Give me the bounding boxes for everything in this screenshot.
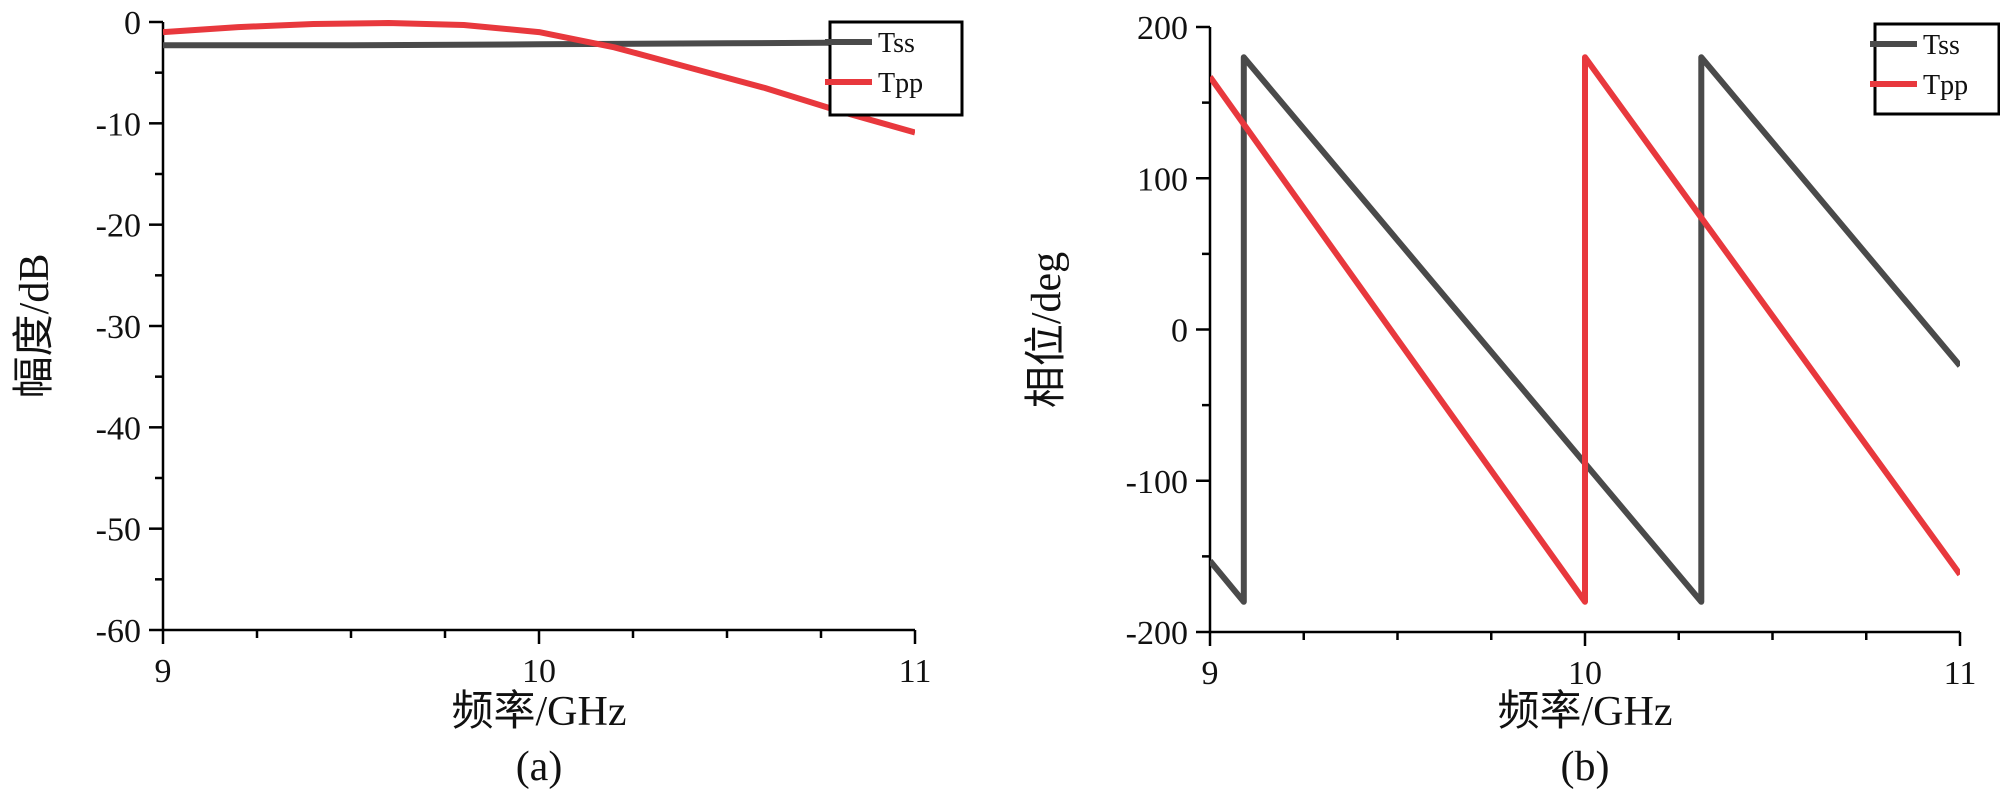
y-tick-label: 0 <box>124 5 141 42</box>
x-axis-title: 频率/GHz <box>452 688 627 735</box>
legend-label-tss: Tss <box>1923 30 1960 61</box>
legend: Tss Tpp <box>825 20 964 117</box>
x-tick-label: 9 <box>155 653 172 690</box>
legend-label-tss: Tss <box>878 28 915 59</box>
legend-box <box>1873 22 2000 116</box>
y-tick-label: -30 <box>96 309 141 346</box>
panel-label: (a) <box>516 744 563 790</box>
legend-box <box>828 20 964 117</box>
x-tick-label: 10 <box>1568 655 1602 692</box>
y-tick-label: -20 <box>96 208 141 245</box>
series-line-tpp <box>163 20 915 136</box>
legend-label-tpp: Tpp <box>1923 70 1968 101</box>
x-tick-label: 11 <box>1944 655 1977 692</box>
x-tick-label: 11 <box>899 653 932 690</box>
y-tick-label: -40 <box>96 410 141 447</box>
y-tick-label: -60 <box>96 613 141 650</box>
series-line-tpp <box>1210 54 1960 605</box>
series-line-tss <box>163 39 915 49</box>
panel-b: 200 100 0 -100 -200 9 10 11 频率/GHz 相位/deg Tss Tpp (b… <box>1023 10 2000 790</box>
x-tick-label: 9 <box>1202 655 1219 692</box>
x-axis-title: 频率/GHz <box>1498 688 1673 735</box>
legend-label-tpp: Tpp <box>878 68 923 99</box>
x-tick-label: 10 <box>522 653 556 690</box>
y-tick-label: -100 <box>1126 464 1188 501</box>
y-tick-label: -50 <box>96 512 141 549</box>
y-tick-label: 0 <box>1171 313 1188 350</box>
panel-a: 0 -10 -20 -30 -40 -50 -60 9 10 11 频率/GHz 幅度/dB Tss Tp… <box>12 5 964 790</box>
y-tick-label: 100 <box>1137 161 1188 198</box>
y-tick-label: -10 <box>96 106 141 143</box>
y-tick-label: 200 <box>1137 10 1188 47</box>
panel-label: (b) <box>1561 744 1610 790</box>
y-axis-title: 相位/deg <box>1023 252 1070 408</box>
y-axis-title: 幅度/dB <box>12 254 58 399</box>
legend: Tss Tpp <box>1870 22 2000 116</box>
y-tick-label: -200 <box>1126 615 1188 652</box>
series-line-tss <box>1210 54 1960 605</box>
